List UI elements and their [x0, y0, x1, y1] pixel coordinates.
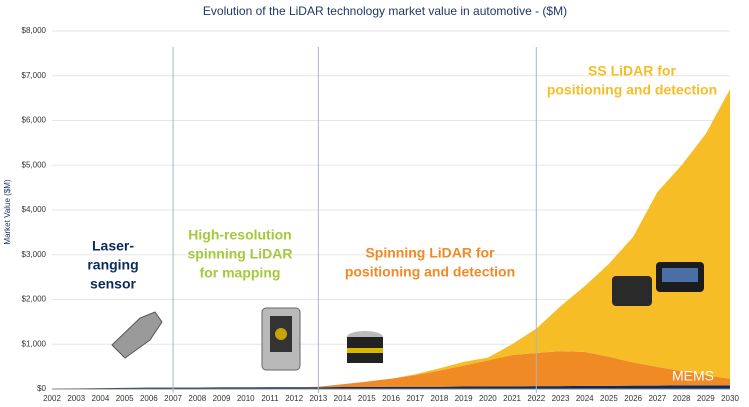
- annotation: ranging: [87, 257, 138, 273]
- x-tick-label: 2022: [527, 394, 545, 403]
- x-tick-label: 2026: [624, 394, 642, 403]
- y-tick-label: $5,000: [22, 160, 47, 169]
- x-tick-label: 2024: [576, 394, 594, 403]
- x-tick-label: 2008: [188, 394, 206, 403]
- y-tick-label: $8,000: [22, 26, 47, 35]
- y-tick-label: $3,000: [22, 250, 47, 259]
- x-tick-label: 2019: [455, 394, 473, 403]
- area: [52, 89, 730, 389]
- x-tick-label: 2005: [116, 394, 134, 403]
- x-tick-label: 2030: [721, 394, 739, 403]
- x-tick-label: 2006: [140, 394, 158, 403]
- annotation: positioning and detection: [345, 264, 515, 280]
- y-axis-label: Market Value ($M): [3, 179, 12, 245]
- y-tick-label: $1,000: [22, 339, 47, 348]
- x-tick-label: 2011: [261, 394, 279, 403]
- y-tick-label: $4,000: [22, 205, 47, 214]
- annotation: spinning LiDAR: [188, 246, 293, 262]
- area: [52, 385, 730, 389]
- x-tick-label: 2027: [648, 394, 666, 403]
- x-tick-label: 2028: [673, 394, 691, 403]
- x-tick-label: 2009: [213, 394, 231, 403]
- y-tick-label: $2,000: [22, 295, 47, 304]
- chart-title: Evolution of the LiDAR technology market…: [203, 4, 567, 18]
- x-tick-label: 2029: [697, 394, 715, 403]
- x-tick-label: 2010: [237, 394, 255, 403]
- x-tick-label: 2015: [358, 394, 376, 403]
- annotation: High-resolution: [188, 227, 291, 243]
- y-tick-label: $0: [37, 384, 46, 393]
- watermark: MEMS: [672, 368, 714, 384]
- x-tick-label: 2023: [552, 394, 570, 403]
- x-tick-label: 2002: [43, 394, 61, 403]
- x-tick-label: 2020: [479, 394, 497, 403]
- y-tick-label: $6,000: [22, 116, 47, 125]
- annotation: Spinning LiDAR for: [365, 245, 495, 261]
- x-tick-label: 2014: [334, 394, 352, 403]
- x-tick-label: 2012: [285, 394, 303, 403]
- x-tick-label: 2021: [503, 394, 521, 403]
- x-tick-label: 2003: [67, 394, 85, 403]
- x-tick-label: 2025: [600, 394, 618, 403]
- x-tick-label: 2013: [309, 394, 327, 403]
- annotation: positioning and detection: [547, 82, 717, 98]
- device-pictures: [111, 262, 704, 371]
- x-tick-label: 2007: [164, 394, 182, 403]
- annotation: Laser-: [92, 238, 134, 254]
- area: [52, 351, 730, 389]
- x-tick-label: 2016: [382, 394, 400, 403]
- x-tick-label: 2018: [431, 394, 449, 403]
- annotation: for mapping: [200, 265, 281, 281]
- annotation: SS LiDAR for: [588, 63, 676, 79]
- y-tick-label: $7,000: [22, 71, 47, 80]
- annotation: sensor: [90, 276, 136, 292]
- x-tick-label: 2017: [406, 394, 424, 403]
- x-tick-label: 2004: [92, 394, 110, 403]
